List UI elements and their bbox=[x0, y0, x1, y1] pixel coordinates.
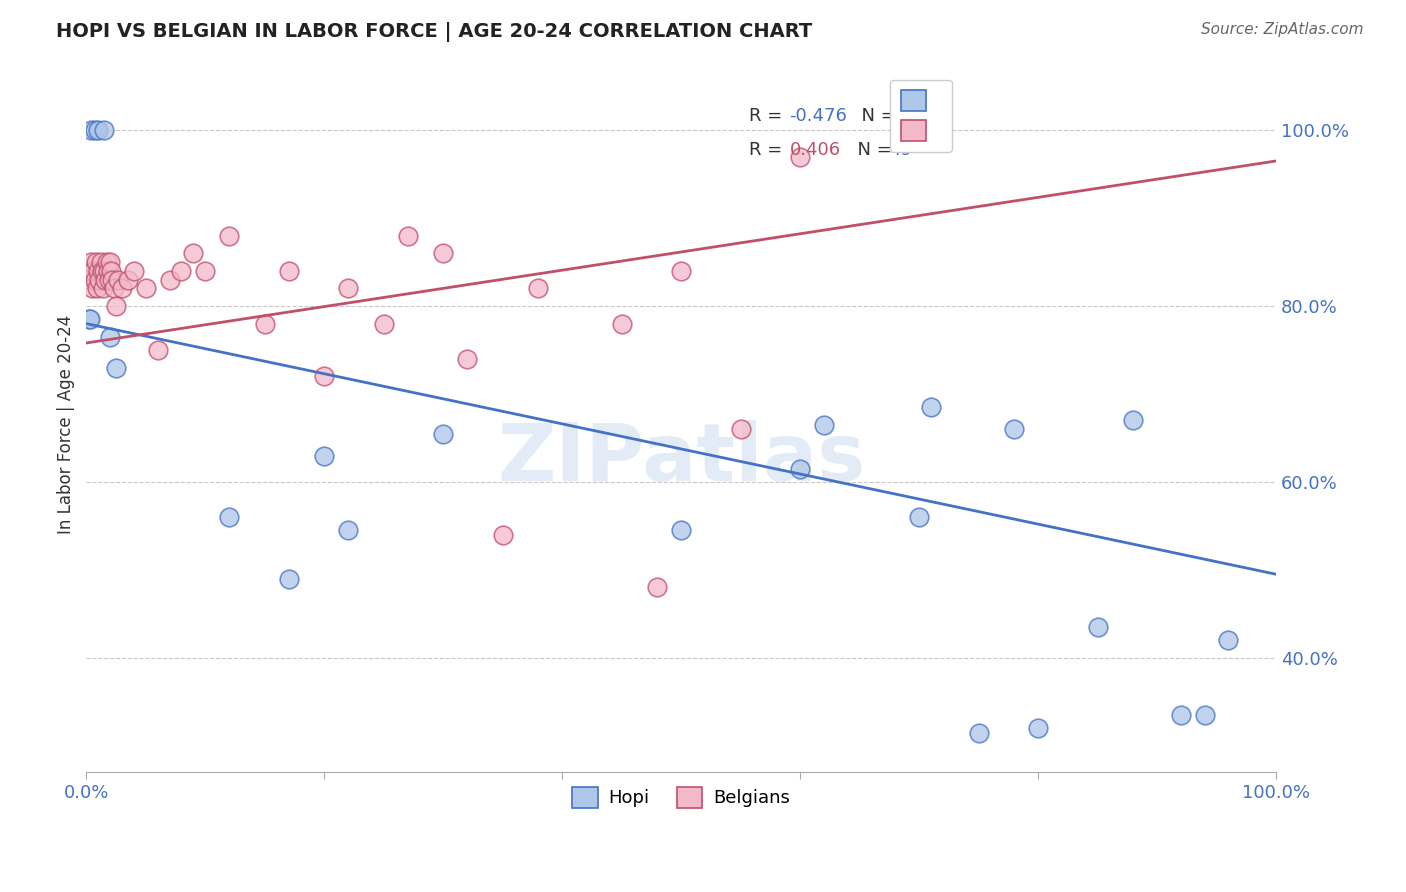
Legend: Hopi, Belgians: Hopi, Belgians bbox=[565, 780, 797, 815]
Point bbox=[122, 264, 145, 278]
Point bbox=[111, 281, 134, 295]
Point bbox=[920, 400, 942, 414]
Point bbox=[84, 255, 107, 269]
Text: R =: R = bbox=[749, 141, 787, 160]
Point bbox=[1002, 422, 1025, 436]
Point bbox=[83, 273, 105, 287]
Point bbox=[1194, 707, 1216, 722]
Point bbox=[117, 273, 139, 287]
Point bbox=[647, 581, 669, 595]
Point bbox=[96, 255, 118, 269]
Point bbox=[967, 725, 990, 739]
Point bbox=[98, 255, 121, 269]
Point bbox=[83, 123, 105, 137]
Point bbox=[337, 523, 360, 537]
Point bbox=[432, 426, 454, 441]
Point bbox=[610, 317, 633, 331]
Point bbox=[218, 510, 240, 524]
Point bbox=[183, 246, 205, 260]
Text: HOPI VS BELGIAN IN LABOR FORCE | AGE 20-24 CORRELATION CHART: HOPI VS BELGIAN IN LABOR FORCE | AGE 20-… bbox=[56, 22, 813, 42]
Text: R =: R = bbox=[749, 107, 787, 125]
Point bbox=[94, 273, 117, 287]
Point bbox=[103, 281, 125, 295]
Point bbox=[314, 449, 336, 463]
Point bbox=[194, 264, 217, 278]
Point bbox=[146, 343, 169, 357]
Point bbox=[97, 273, 120, 287]
Point bbox=[80, 123, 103, 137]
Point bbox=[813, 417, 835, 432]
Point bbox=[80, 255, 103, 269]
Point bbox=[314, 369, 336, 384]
Point bbox=[1218, 633, 1240, 648]
Point bbox=[253, 317, 276, 331]
Text: N =: N = bbox=[851, 107, 901, 125]
Point bbox=[218, 228, 240, 243]
Point bbox=[277, 572, 299, 586]
Point bbox=[1122, 413, 1144, 427]
Text: -0.476: -0.476 bbox=[789, 107, 848, 125]
Point bbox=[100, 264, 122, 278]
Point bbox=[91, 281, 114, 295]
Point bbox=[86, 281, 108, 295]
Point bbox=[89, 273, 111, 287]
Point bbox=[669, 523, 692, 537]
Point bbox=[93, 264, 115, 278]
Point bbox=[170, 264, 193, 278]
Point bbox=[77, 312, 100, 326]
Point bbox=[1087, 620, 1109, 634]
Point bbox=[79, 312, 101, 326]
Point bbox=[730, 422, 752, 436]
Point bbox=[373, 317, 395, 331]
Point bbox=[277, 264, 299, 278]
Point bbox=[135, 281, 157, 295]
Point bbox=[82, 264, 104, 278]
Point bbox=[396, 228, 419, 243]
Point bbox=[159, 273, 181, 287]
Point bbox=[98, 330, 121, 344]
Text: 26: 26 bbox=[890, 107, 912, 125]
Point bbox=[90, 255, 112, 269]
Text: Source: ZipAtlas.com: Source: ZipAtlas.com bbox=[1201, 22, 1364, 37]
Point bbox=[82, 281, 104, 295]
Point bbox=[101, 273, 124, 287]
Point bbox=[789, 150, 811, 164]
Point bbox=[87, 123, 110, 137]
Point bbox=[1026, 721, 1049, 735]
Point bbox=[908, 510, 931, 524]
Point bbox=[87, 264, 110, 278]
Point bbox=[79, 273, 101, 287]
Point bbox=[432, 246, 454, 260]
Point bbox=[789, 461, 811, 475]
Text: ZIPatlas: ZIPatlas bbox=[496, 420, 865, 499]
Point bbox=[337, 281, 360, 295]
Text: 49: 49 bbox=[890, 141, 912, 160]
Point bbox=[669, 264, 692, 278]
Point bbox=[93, 123, 115, 137]
Y-axis label: In Labor Force | Age 20-24: In Labor Force | Age 20-24 bbox=[58, 315, 75, 534]
Point bbox=[492, 527, 515, 541]
Point bbox=[105, 299, 128, 313]
Point bbox=[77, 264, 100, 278]
Point bbox=[90, 264, 112, 278]
Point bbox=[527, 281, 550, 295]
Point bbox=[105, 360, 128, 375]
Point bbox=[456, 351, 478, 366]
Point bbox=[97, 264, 120, 278]
Point bbox=[107, 273, 129, 287]
Text: N =: N = bbox=[846, 141, 898, 160]
Text: 0.406: 0.406 bbox=[789, 141, 841, 160]
Point bbox=[1170, 707, 1192, 722]
